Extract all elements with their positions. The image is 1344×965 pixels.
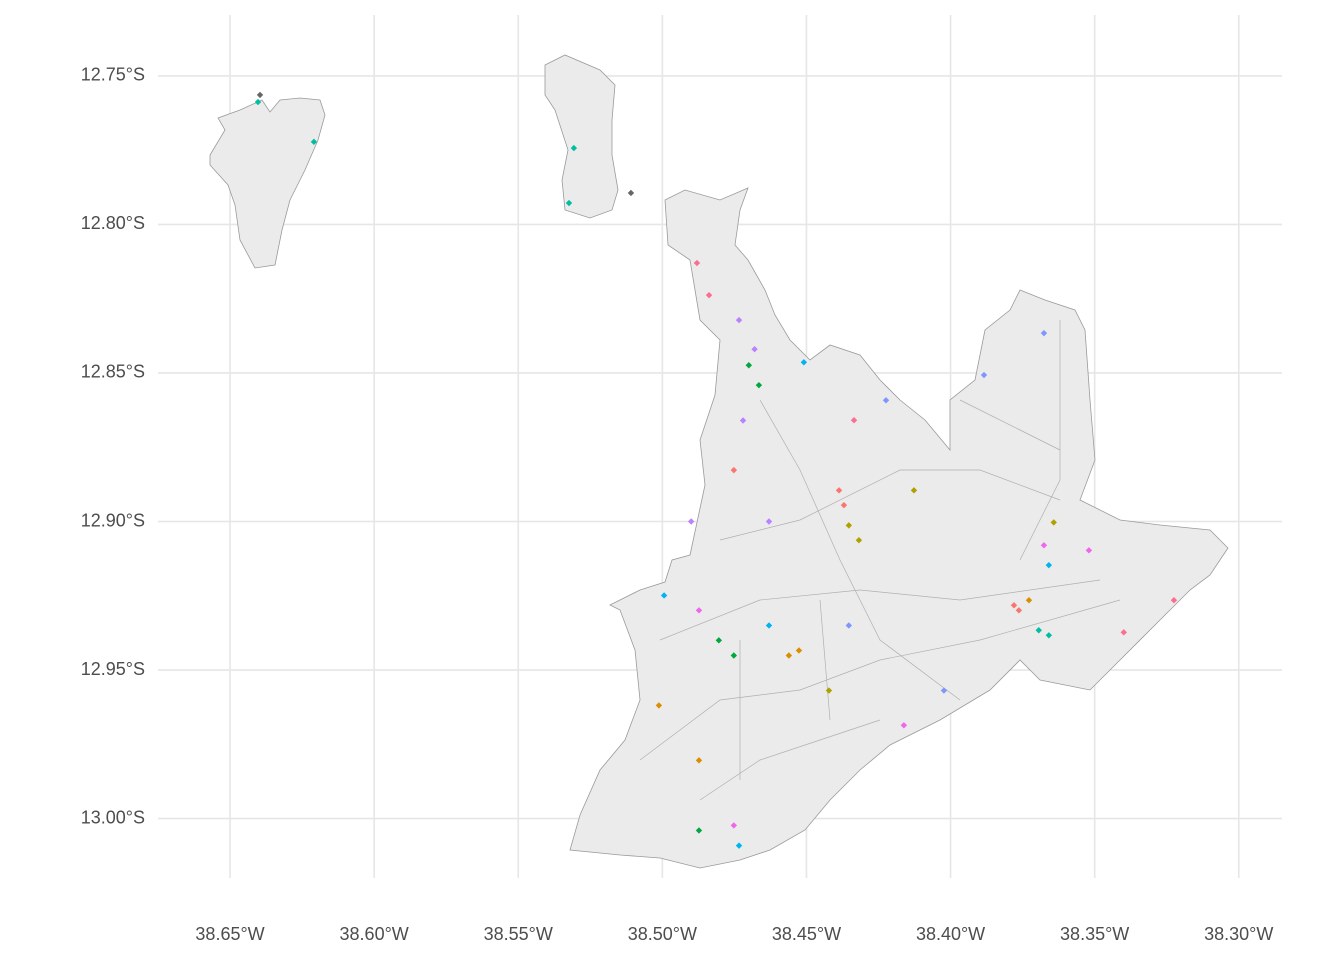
point <box>1170 597 1178 604</box>
point <box>755 381 763 389</box>
point <box>795 647 803 654</box>
mainland <box>569 187 1229 869</box>
point <box>570 144 578 152</box>
point <box>882 397 890 404</box>
point <box>835 487 843 494</box>
point <box>765 518 773 525</box>
point <box>745 362 753 369</box>
point <box>765 622 773 629</box>
point <box>627 189 635 197</box>
land <box>209 54 1229 869</box>
point <box>800 359 808 366</box>
point <box>1045 561 1053 569</box>
y-tick-label: 12.95°S <box>81 659 145 679</box>
point <box>980 371 988 379</box>
point <box>660 592 668 599</box>
point <box>1015 607 1023 614</box>
y-tick-label: 12.90°S <box>81 510 145 530</box>
point <box>687 518 695 525</box>
point <box>1045 632 1053 639</box>
district-border <box>639 320 1121 801</box>
x-tick-label: 38.50°W <box>628 924 697 944</box>
island-west <box>209 97 326 269</box>
island-north <box>544 54 619 219</box>
point <box>695 607 703 614</box>
point <box>1050 519 1057 526</box>
point <box>715 637 723 644</box>
point <box>730 652 738 659</box>
point <box>655 702 663 709</box>
point <box>705 291 713 299</box>
point <box>845 522 853 529</box>
point <box>254 98 262 106</box>
point <box>751 346 758 353</box>
x-tick-label: 38.60°W <box>340 924 409 944</box>
point <box>735 842 743 849</box>
x-tick-label: 38.35°W <box>1060 924 1129 944</box>
point <box>1085 547 1093 554</box>
point <box>1035 627 1042 634</box>
point <box>845 622 853 629</box>
point <box>840 501 848 509</box>
point <box>256 91 264 99</box>
point <box>825 687 833 694</box>
point <box>1025 597 1033 604</box>
point <box>900 722 908 729</box>
y-tick-label: 12.75°S <box>81 65 145 85</box>
points <box>254 91 1178 849</box>
point <box>850 417 858 424</box>
point <box>739 417 747 424</box>
point <box>310 138 318 146</box>
point <box>565 199 573 207</box>
y-tick-label: 12.85°S <box>81 362 145 382</box>
point <box>695 757 703 764</box>
y-tick-label: 13.00°S <box>81 807 145 827</box>
point <box>730 822 738 829</box>
point <box>1010 602 1018 609</box>
point <box>785 652 793 659</box>
point <box>693 259 701 267</box>
x-tick-label: 38.30°W <box>1204 924 1273 944</box>
x-tick-label: 38.65°W <box>195 924 264 944</box>
point <box>910 487 918 494</box>
point <box>1040 329 1048 337</box>
x-tick-label: 38.40°W <box>916 924 985 944</box>
x-tick-label: 38.45°W <box>772 924 841 944</box>
point <box>940 687 948 694</box>
point <box>855 537 863 544</box>
point <box>730 466 738 474</box>
y-tick-label: 12.80°S <box>81 213 145 233</box>
x-tick-label: 38.55°W <box>484 924 553 944</box>
point <box>735 316 743 324</box>
point <box>1040 542 1048 549</box>
point <box>1120 629 1127 636</box>
point <box>695 827 703 834</box>
